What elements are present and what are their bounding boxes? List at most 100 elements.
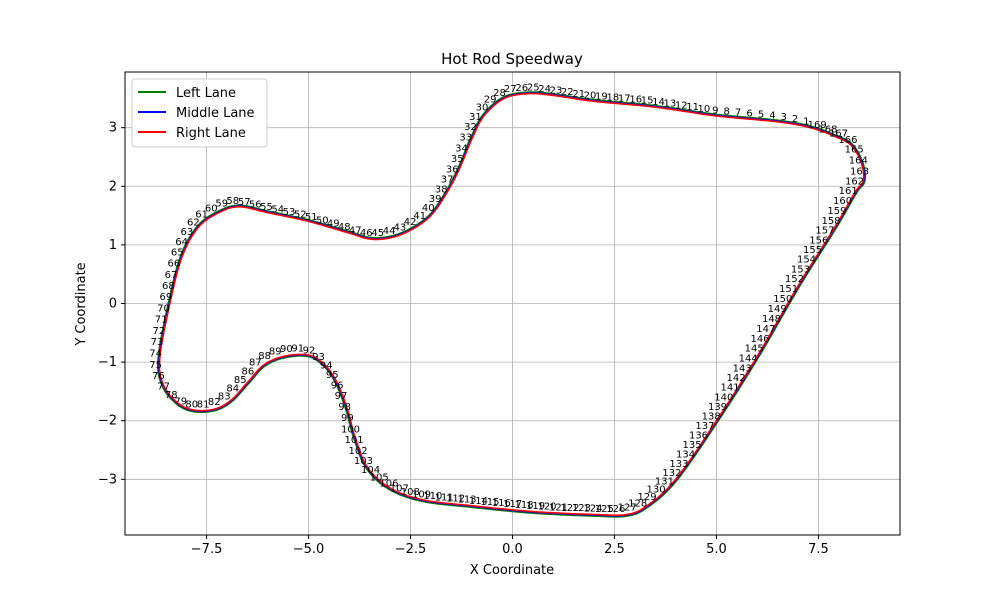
point-label: 104 — [361, 465, 380, 476]
point-label: 3 — [781, 112, 787, 123]
point-label: 142 — [727, 373, 746, 384]
point-label: 52 — [294, 209, 307, 220]
y-tick-label: 0 — [109, 297, 117, 312]
point-label: 73 — [151, 337, 164, 348]
point-label: 88 — [258, 351, 271, 362]
point-label: 2 — [792, 114, 798, 125]
point-label: 118 — [515, 500, 534, 511]
point-label: 145 — [745, 344, 764, 355]
x-tick-label: −5.0 — [293, 542, 325, 557]
point-label: 45 — [371, 228, 384, 239]
point-label: 136 — [689, 431, 708, 442]
point-label: 18 — [607, 93, 620, 104]
point-label: 40 — [422, 203, 435, 214]
point-label: 70 — [157, 303, 170, 314]
point-label: 100 — [341, 424, 360, 435]
legend-entry: Right Lane — [176, 126, 246, 141]
x-tick-label: −7.5 — [191, 542, 223, 557]
point-label: 156 — [809, 235, 828, 246]
point-label: 69 — [160, 292, 173, 303]
point-label: 43 — [394, 223, 407, 234]
legend-box — [131, 78, 268, 148]
point-label: 164 — [849, 155, 868, 166]
point-label: 149 — [768, 304, 787, 315]
point-label: 103 — [354, 456, 373, 467]
x-tick-label: 0.0 — [502, 542, 523, 557]
point-label: 25 — [527, 83, 540, 94]
x-tick-label: 7.5 — [808, 542, 829, 557]
point-label: 132 — [662, 468, 681, 479]
point-label: 166 — [838, 135, 857, 146]
point-label: 41 — [413, 211, 426, 222]
point-label: 19 — [595, 92, 608, 103]
point-label: 99 — [341, 413, 354, 424]
point-label: 127 — [618, 503, 637, 514]
point-label: 8 — [724, 107, 730, 118]
point-label: 49 — [327, 219, 340, 230]
point-label: 24 — [538, 84, 551, 95]
point-label: 67 — [165, 270, 178, 281]
point-label: 54 — [271, 205, 284, 216]
point-label: 17 — [618, 94, 631, 105]
point-label: 96 — [331, 380, 344, 391]
point-label: 1 — [803, 117, 809, 128]
point-label: 20 — [584, 90, 597, 101]
point-label: 64 — [175, 237, 188, 248]
point-label: 106 — [379, 479, 398, 490]
y-ticks: −3 −2 −1 0 1 2 3 — [98, 121, 125, 487]
point-label: 147 — [756, 324, 775, 335]
point-label: 101 — [345, 435, 364, 446]
point-label: 151 — [779, 284, 798, 295]
point-label: 46 — [360, 228, 373, 239]
lane-line-2 — [158, 92, 866, 517]
point-label: 93 — [312, 352, 325, 363]
point-label: 5 — [758, 110, 764, 121]
y-tick-label: −3 — [98, 472, 117, 487]
point-label: 37 — [441, 175, 454, 186]
point-label: 120 — [537, 502, 556, 513]
point-label: 141 — [720, 383, 739, 394]
point-label: 66 — [168, 259, 181, 270]
point-label: 14 — [652, 97, 665, 108]
point-label: 165 — [845, 145, 864, 156]
point-label: 138 — [702, 412, 721, 423]
point-label: 125 — [595, 504, 614, 515]
point-label: 161 — [839, 186, 858, 197]
point-label: 143 — [733, 363, 752, 374]
point-label: 84 — [226, 384, 239, 395]
point-label: 51 — [305, 212, 318, 223]
point-label: 163 — [850, 167, 869, 178]
grid — [125, 72, 900, 535]
point-label: 158 — [821, 216, 840, 227]
point-label: 134 — [676, 450, 695, 461]
point-label: 123 — [572, 503, 591, 514]
point-label: 90 — [280, 344, 293, 355]
x-tick-label: −2.5 — [395, 542, 427, 557]
point-label: 113 — [457, 495, 476, 506]
point-label: 162 — [845, 177, 864, 188]
point-label: 30 — [476, 103, 489, 114]
point-label: 50 — [316, 215, 329, 226]
point-label: 119 — [526, 501, 545, 512]
point-label: 65 — [171, 248, 184, 259]
point-label: 107 — [390, 483, 409, 494]
point-label: 76 — [152, 371, 165, 382]
point-label: 80 — [185, 399, 198, 410]
point-label: 89 — [269, 347, 282, 358]
y-tick-label: 2 — [109, 179, 117, 194]
lane-line-1 — [157, 91, 867, 518]
point-label: 39 — [429, 194, 442, 205]
point-label: 60 — [205, 203, 218, 214]
point-label: 47 — [349, 225, 362, 236]
point-label: 7 — [735, 108, 741, 119]
point-label: 109 — [412, 489, 431, 500]
point-label: 83 — [218, 391, 231, 402]
point-label: 133 — [669, 459, 688, 470]
point-label: 148 — [762, 314, 781, 325]
point-label: 63 — [181, 227, 194, 238]
point-label: 68 — [162, 281, 175, 292]
point-label: 92 — [303, 346, 316, 357]
point-label: 112 — [446, 494, 465, 505]
point-label: 44 — [383, 226, 396, 237]
